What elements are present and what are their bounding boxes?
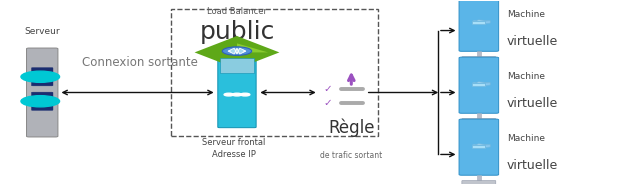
Text: Machine: Machine [507, 10, 545, 19]
FancyBboxPatch shape [218, 57, 256, 128]
Text: public: public [199, 20, 274, 44]
Text: virtuelle: virtuelle [507, 159, 558, 172]
FancyBboxPatch shape [220, 58, 254, 73]
Text: Load Balancer: Load Balancer [207, 7, 267, 16]
Circle shape [21, 71, 59, 82]
FancyBboxPatch shape [459, 57, 498, 113]
Polygon shape [237, 43, 268, 52]
Text: Règle: Règle [328, 118, 375, 137]
Text: Serveur: Serveur [25, 27, 60, 36]
Circle shape [21, 96, 59, 107]
Polygon shape [472, 145, 485, 148]
Polygon shape [472, 82, 490, 83]
FancyBboxPatch shape [462, 181, 496, 185]
Polygon shape [485, 145, 490, 148]
Circle shape [240, 93, 250, 96]
Text: Machine: Machine [507, 134, 545, 143]
Circle shape [232, 93, 242, 96]
Text: Connexion sortante: Connexion sortante [81, 56, 198, 69]
Polygon shape [194, 36, 280, 69]
FancyBboxPatch shape [462, 119, 496, 123]
Polygon shape [472, 20, 490, 21]
Circle shape [224, 93, 233, 96]
Polygon shape [485, 21, 490, 24]
Circle shape [222, 47, 252, 55]
Polygon shape [485, 83, 490, 86]
Text: Serveur frontal
Adresse IP: Serveur frontal Adresse IP [202, 138, 266, 159]
FancyBboxPatch shape [462, 57, 496, 61]
FancyBboxPatch shape [32, 68, 53, 86]
Text: de trafic sortant: de trafic sortant [320, 151, 382, 160]
Text: virtuelle: virtuelle [507, 35, 558, 48]
Text: ✓: ✓ [324, 84, 333, 94]
Circle shape [228, 49, 245, 54]
Text: Machine: Machine [507, 72, 545, 81]
FancyBboxPatch shape [459, 119, 498, 175]
FancyBboxPatch shape [459, 0, 498, 51]
Polygon shape [472, 144, 490, 145]
Text: ✓: ✓ [324, 97, 333, 107]
Text: virtuelle: virtuelle [507, 97, 558, 110]
FancyBboxPatch shape [32, 92, 53, 110]
Polygon shape [472, 83, 485, 86]
Polygon shape [472, 21, 485, 24]
FancyBboxPatch shape [27, 48, 58, 137]
